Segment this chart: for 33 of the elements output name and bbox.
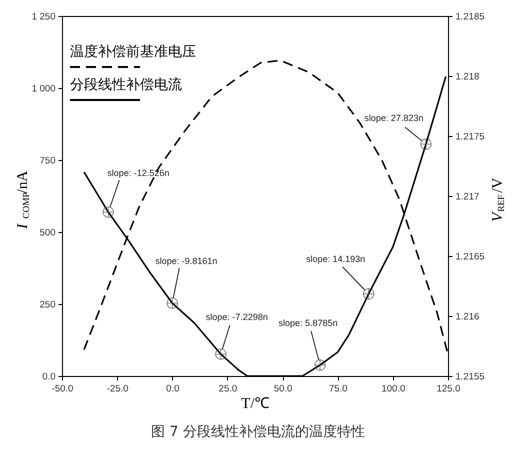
y-tick-label: 1 000: [32, 84, 56, 94]
annotation: slope: 27.823n: [364, 113, 424, 124]
x-axis-title: T/℃: [241, 396, 270, 412]
x-tick-label: 50.0: [274, 384, 292, 394]
x-tick-label: 25.0: [218, 384, 238, 394]
y-tick-label: 750: [40, 156, 56, 166]
text: 温度补偿前基准电压: [70, 44, 196, 60]
annotation: slope: -7.2298n: [206, 312, 268, 322]
caption: 图 7 分段线性补偿电流的温度特性: [151, 424, 365, 440]
y-tick-label: 250: [40, 300, 56, 310]
x-tick-label: -25.0: [106, 384, 128, 394]
annotation: slope: -9.8161n: [155, 256, 218, 266]
y2-tick-label: 1.2185: [456, 12, 485, 22]
annotation: slope: 5.8785n: [278, 318, 338, 328]
y-tick-label: 0.0: [42, 372, 56, 382]
y2-tick-label: 1.2175: [456, 132, 485, 142]
x-tick-label: 0.0: [166, 384, 180, 394]
y-axis-title: ICOMP/nA: [15, 170, 32, 230]
x-tick-label: 125.0: [436, 384, 460, 394]
x-tick-label: 75.0: [328, 384, 348, 394]
y2-tick-label: 1.218: [456, 72, 480, 82]
text: 分段线性补偿电流: [70, 77, 182, 93]
y2-axis-title: VREF/V: [490, 178, 508, 222]
y-tick-label: 500: [40, 228, 56, 238]
y-tick-label: 1 250: [32, 12, 56, 22]
annotation: slope: -12.526n: [107, 168, 170, 178]
y2-tick-label: 1.216: [456, 312, 480, 322]
annotation: slope: 14.193n: [306, 254, 366, 264]
x-tick-label: 100.0: [381, 384, 406, 394]
y2-tick-label: 1.217: [456, 192, 480, 202]
y2-tick-label: 1.2155: [456, 372, 485, 382]
y2-tick-label: 1.2165: [456, 252, 485, 262]
x-tick-label: -50.0: [52, 384, 74, 394]
